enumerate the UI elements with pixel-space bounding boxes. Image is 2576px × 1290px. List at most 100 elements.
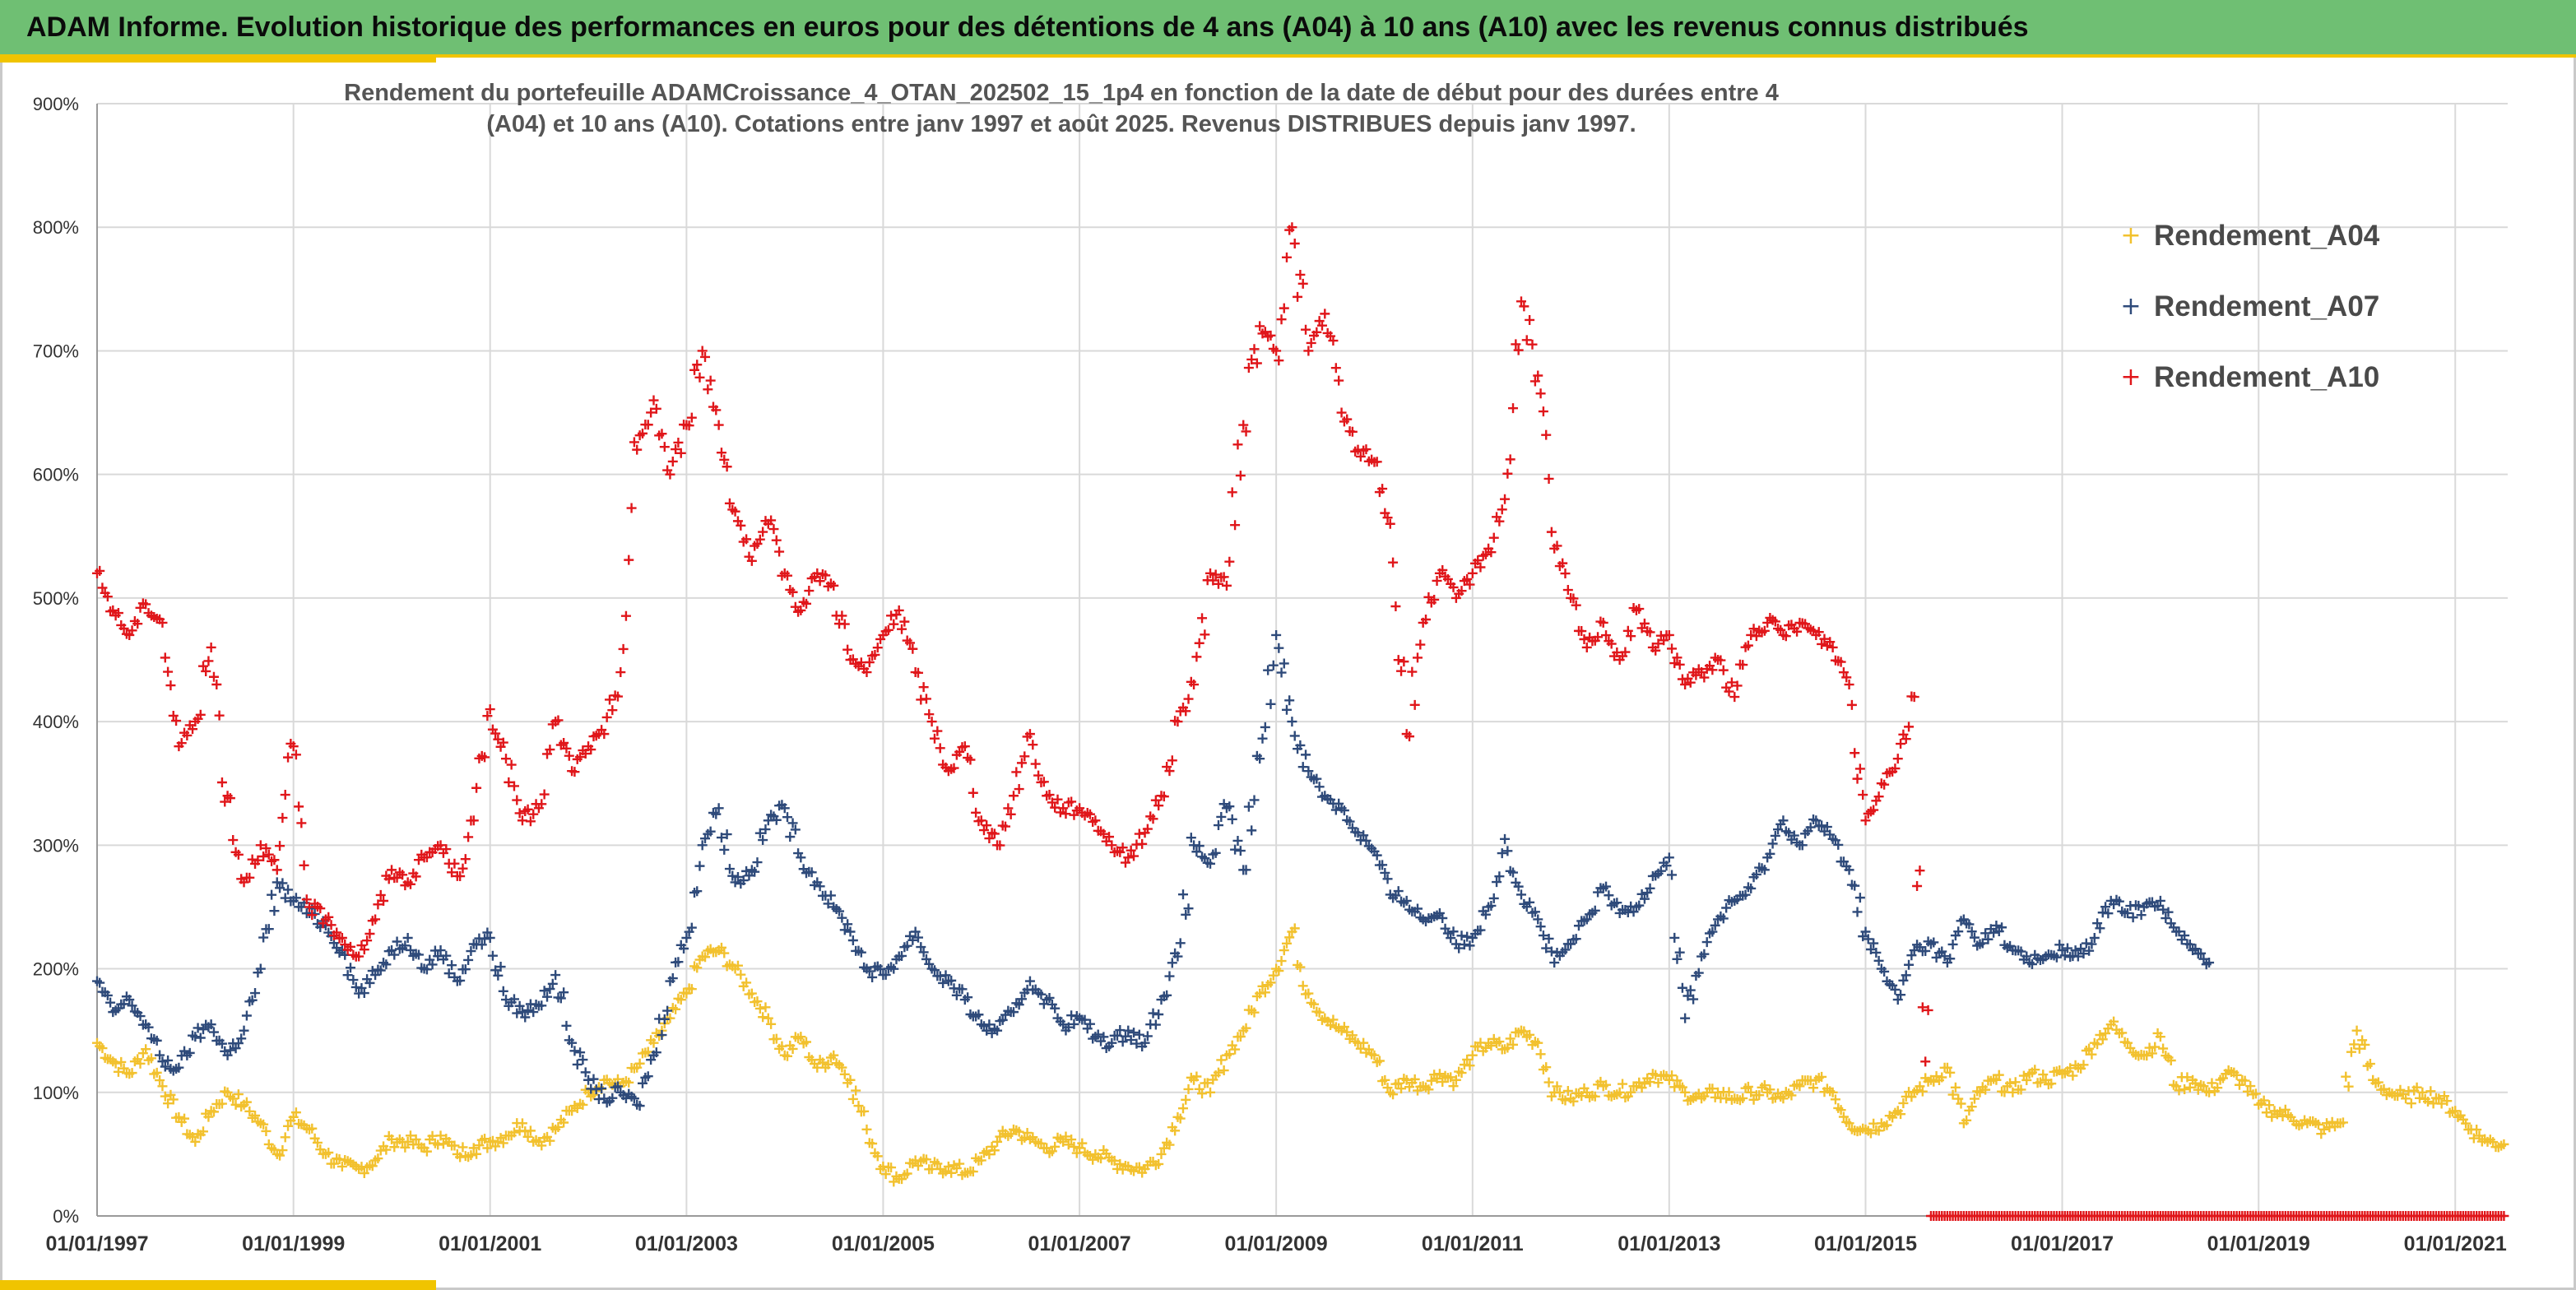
data-point-rendement-a07 [241, 1010, 252, 1021]
data-point-rendement-a04 [1830, 1094, 1840, 1105]
data-point-rendement-a07 [2092, 918, 2103, 929]
data-point-rendement-a04 [1560, 1095, 1571, 1106]
data-point-rendement-a04 [1380, 1074, 1390, 1085]
data-point-rendement-a07 [1255, 754, 1265, 764]
data-point-rendement-a04 [1153, 1158, 1164, 1169]
data-point-rendement-a07 [1437, 913, 1448, 923]
data-point-rendement-a07 [1289, 731, 1300, 741]
data-point-rendement-a04 [2488, 1137, 2499, 1148]
data-point-rendement-a04 [1917, 1086, 1928, 1097]
data-point-rendement-a04 [2038, 1070, 2049, 1080]
data-point-rendement-a10 [405, 879, 415, 889]
data-point-rendement-a07 [190, 1032, 201, 1042]
data-point-rendement-a07 [364, 977, 375, 988]
data-point-rendement-a04 [244, 1106, 255, 1116]
data-point-rendement-a07 [1844, 865, 1854, 875]
data-point-rendement-a04 [545, 1135, 555, 1146]
data-point-rendement-a10 [949, 763, 959, 773]
data-point-rendement-a10 [1227, 487, 1237, 498]
data-point-rendement-a04 [487, 1135, 498, 1146]
data-point-rendement-a10 [1751, 631, 1761, 642]
data-point-rendement-a10 [870, 649, 880, 660]
data-point-rendement-a07 [727, 870, 738, 881]
data-point-rendement-a04 [1281, 938, 1292, 949]
data-point-rendement-a07 [692, 886, 703, 897]
data-point-rendement-a04 [847, 1093, 858, 1104]
data-point-rendement-a07 [528, 1007, 539, 1018]
data-point-rendement-a10 [1014, 784, 1024, 795]
data-point-rendement-a10 [1167, 755, 1177, 766]
data-point-rendement-a10 [1390, 601, 1401, 611]
data-point-rendement-a04 [921, 1154, 931, 1165]
data-point-rendement-a10 [1780, 631, 1791, 642]
data-point-rendement-a07 [1131, 1038, 1142, 1049]
data-point-rendement-a07 [1194, 841, 1204, 851]
data-point-rendement-a10 [1274, 355, 1284, 366]
data-point-rendement-a04 [258, 1119, 269, 1130]
data-point-rendement-a10 [1246, 354, 1257, 364]
data-point-rendement-a07 [982, 1025, 992, 1036]
data-point-rendement-a07 [1863, 934, 1873, 944]
data-point-rendement-a04 [1614, 1087, 1625, 1097]
data-point-rendement-a04 [2468, 1133, 2479, 1144]
data-point-rendement-a10 [632, 444, 643, 455]
data-point-rendement-a04 [1844, 1118, 1854, 1129]
data-point-rendement-a04 [1667, 1070, 1678, 1081]
y-tick-label: 900% [33, 94, 79, 114]
data-point-rendement-a07 [1303, 766, 1314, 777]
data-point-rendement-a10 [864, 657, 875, 668]
data-point-rendement-a07 [482, 927, 493, 938]
data-point-rendement-a07 [1454, 943, 1464, 954]
data-point-rendement-a07 [2161, 913, 2171, 924]
data-point-rendement-a07 [1655, 865, 1666, 876]
y-tick-label: 500% [33, 588, 79, 609]
data-point-rendement-a07 [679, 944, 689, 954]
data-point-rendement-a10 [269, 855, 280, 865]
data-point-rendement-a07 [2084, 945, 2095, 956]
data-point-rendement-a04 [435, 1130, 446, 1141]
data-point-rendement-a10 [536, 799, 547, 810]
data-point-rendement-a04 [1765, 1084, 1775, 1095]
data-point-rendement-a10 [1488, 532, 1499, 543]
data-point-rendement-a07 [785, 832, 796, 842]
data-point-rendement-a04 [880, 1169, 891, 1180]
data-point-rendement-a04 [2351, 1025, 2362, 1036]
data-point-rendement-a10 [449, 858, 460, 869]
data-point-rendement-a04 [1966, 1102, 1977, 1112]
data-point-rendement-a10 [441, 844, 452, 855]
data-point-rendement-a07 [2076, 944, 2086, 954]
data-point-rendement-a10 [1521, 335, 1532, 346]
data-point-rendement-a10 [1030, 759, 1041, 769]
data-point-rendement-a07 [2136, 910, 2147, 921]
data-point-rendement-a04 [1677, 1082, 1687, 1093]
data-point-rendement-a10 [1328, 336, 1339, 346]
data-point-rendement-a10 [1429, 594, 1440, 605]
data-point-rendement-a10 [861, 667, 872, 678]
data-point-rendement-a10 [774, 546, 785, 557]
data-point-rendement-a10 [754, 534, 765, 545]
data-point-rendement-a07 [2100, 902, 2111, 912]
data-point-rendement-a04 [886, 1162, 897, 1173]
data-point-rendement-a07 [1770, 830, 1780, 841]
data-point-rendement-a04 [1808, 1083, 1819, 1093]
data-point-rendement-a04 [97, 1043, 108, 1054]
data-point-rendement-a10 [545, 745, 555, 755]
data-point-rendement-a10 [1205, 568, 1216, 578]
data-point-rendement-a04 [1218, 1065, 1229, 1076]
data-point-rendement-a07 [1265, 698, 1276, 709]
data-point-rendement-a04 [1088, 1154, 1098, 1165]
x-tick-label: 01/01/1999 [242, 1232, 345, 1255]
data-point-rendement-a04 [2092, 1039, 2103, 1050]
data-point-rendement-a10 [1497, 504, 1507, 515]
data-point-rendement-a10 [508, 781, 519, 791]
data-point-rendement-a07 [842, 919, 853, 930]
chart-title: Rendement du portefeuille ADAMCroissance… [344, 80, 1779, 137]
data-point-rendement-a10 [337, 933, 347, 943]
data-point-rendement-a04 [2122, 1037, 2133, 1048]
data-point-rendement-a07 [1241, 865, 1251, 875]
data-point-rendement-a10 [976, 815, 986, 826]
data-point-rendement-a07 [547, 978, 558, 989]
data-point-rendement-a10 [646, 407, 657, 418]
data-point-rendement-a07 [1822, 822, 1832, 833]
data-point-rendement-a10 [188, 724, 198, 735]
